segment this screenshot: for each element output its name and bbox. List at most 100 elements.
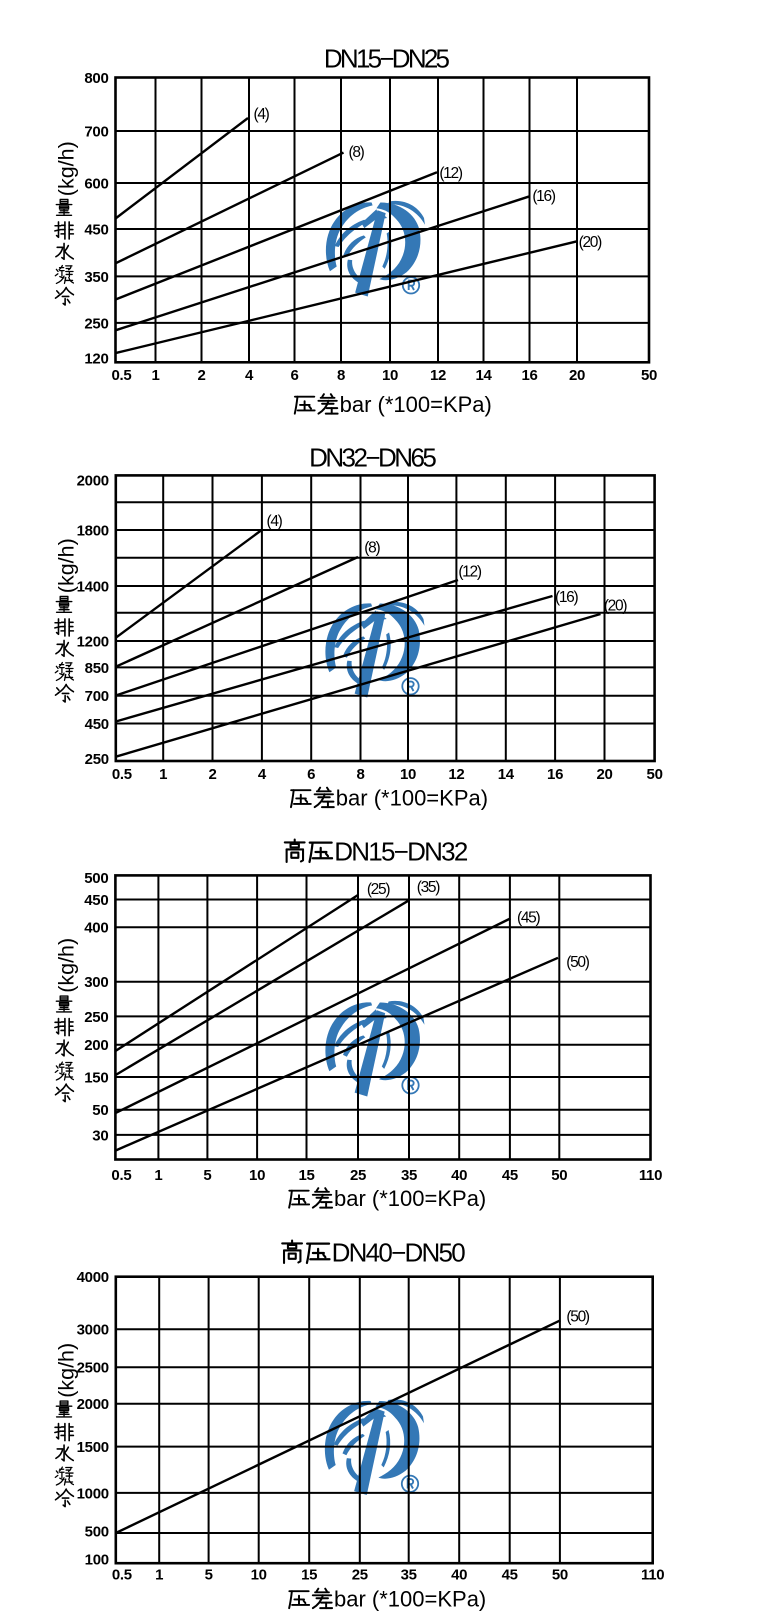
svg-text:1000: 1000: [77, 1485, 109, 1502]
svg-text:200: 200: [84, 1037, 108, 1054]
svg-text:(12): (12): [458, 564, 482, 581]
svg-text:16: 16: [521, 367, 537, 384]
svg-text:(50): (50): [566, 954, 590, 971]
svg-text:0.5: 0.5: [111, 1167, 131, 1184]
svg-text:(kg/h): (kg/h): [54, 141, 78, 196]
svg-text:1400: 1400: [77, 578, 109, 595]
svg-text:50: 50: [92, 1102, 108, 1119]
svg-text:850: 850: [85, 660, 109, 677]
svg-text:800: 800: [84, 70, 108, 87]
svg-text:25: 25: [352, 1567, 368, 1584]
svg-text:110: 110: [641, 1567, 664, 1584]
svg-text:bar (*100=KPa): bar (*100=KPa): [334, 1186, 486, 1211]
svg-text:30: 30: [92, 1127, 108, 1144]
svg-text:3000: 3000: [77, 1322, 109, 1339]
svg-text:600: 600: [84, 175, 108, 192]
svg-text:(kg/h): (kg/h): [54, 938, 78, 993]
svg-text:35: 35: [401, 1567, 417, 1584]
svg-text:50: 50: [552, 1567, 568, 1584]
svg-text:0.5: 0.5: [112, 367, 132, 384]
svg-text:(16): (16): [555, 589, 579, 606]
svg-text:(16): (16): [532, 188, 556, 205]
svg-text:0.5: 0.5: [112, 1567, 132, 1584]
svg-text:10: 10: [382, 367, 398, 384]
svg-text:1: 1: [155, 1567, 163, 1584]
svg-text:100: 100: [85, 1551, 109, 1568]
svg-text:14: 14: [498, 766, 515, 783]
svg-text:15: 15: [298, 1167, 314, 1184]
svg-text:50: 50: [641, 367, 657, 384]
svg-text:40: 40: [451, 1167, 467, 1184]
svg-text:8: 8: [337, 367, 345, 384]
svg-text:(12): (12): [439, 165, 463, 182]
svg-text:35: 35: [401, 1167, 417, 1184]
svg-text:6: 6: [307, 766, 315, 783]
svg-text:500: 500: [85, 1523, 109, 1540]
svg-text:20: 20: [569, 367, 585, 384]
svg-text:450: 450: [84, 892, 108, 909]
svg-text:1: 1: [159, 766, 167, 783]
svg-text:20: 20: [596, 766, 612, 783]
svg-text:(kg/h): (kg/h): [54, 1343, 78, 1398]
svg-text:bar (*100=KPa): bar (*100=KPa): [334, 1586, 486, 1611]
svg-text:350: 350: [84, 269, 108, 286]
svg-text:DN15−DN25: DN15−DN25: [324, 43, 450, 73]
svg-text:bar (*100=KPa): bar (*100=KPa): [336, 785, 488, 810]
svg-text:10: 10: [249, 1167, 265, 1184]
svg-text:DN15−DN32: DN15−DN32: [334, 836, 468, 866]
svg-text:400: 400: [84, 920, 108, 937]
svg-text:450: 450: [85, 716, 109, 733]
svg-text:(25): (25): [367, 881, 391, 898]
svg-text:12: 12: [430, 367, 446, 384]
svg-text:10: 10: [251, 1567, 267, 1584]
svg-text:40: 40: [451, 1567, 467, 1584]
svg-text:700: 700: [84, 123, 108, 140]
svg-text:120: 120: [84, 350, 108, 367]
svg-text:(8): (8): [348, 144, 364, 161]
svg-text:(8): (8): [364, 540, 380, 557]
svg-text:1800: 1800: [77, 522, 109, 539]
svg-text:(20): (20): [604, 597, 628, 614]
svg-text:6: 6: [290, 367, 298, 384]
svg-text:50: 50: [647, 766, 663, 783]
svg-text:45: 45: [502, 1567, 518, 1584]
svg-text:2: 2: [197, 367, 205, 384]
svg-text:150: 150: [84, 1069, 108, 1086]
svg-text:250: 250: [84, 1009, 108, 1026]
svg-text:4: 4: [258, 766, 267, 783]
svg-text:0.5: 0.5: [112, 766, 132, 783]
svg-text:500: 500: [84, 870, 108, 887]
svg-text:1: 1: [151, 367, 159, 384]
svg-text:4000: 4000: [77, 1269, 109, 1286]
svg-text:2000: 2000: [77, 1396, 109, 1413]
svg-text:10: 10: [400, 766, 416, 783]
svg-text:(4): (4): [253, 106, 269, 123]
svg-text:16: 16: [547, 766, 563, 783]
svg-text:(50): (50): [566, 1309, 590, 1326]
svg-text:50: 50: [551, 1167, 567, 1184]
svg-text:250: 250: [85, 751, 109, 768]
svg-text:5: 5: [203, 1167, 211, 1184]
svg-text:15: 15: [301, 1567, 317, 1584]
svg-text:2500: 2500: [77, 1360, 109, 1377]
svg-text:1200: 1200: [77, 633, 109, 650]
svg-text:14: 14: [475, 367, 492, 384]
svg-text:12: 12: [448, 766, 464, 783]
svg-text:1500: 1500: [77, 1439, 109, 1456]
svg-text:45: 45: [502, 1167, 518, 1184]
svg-text:(4): (4): [266, 513, 282, 530]
svg-text:700: 700: [85, 688, 109, 705]
svg-text:110: 110: [639, 1167, 662, 1184]
svg-text:1: 1: [154, 1167, 162, 1184]
svg-text:DN32−DN65: DN32−DN65: [309, 442, 436, 472]
svg-text:4: 4: [245, 367, 254, 384]
svg-text:(20): (20): [579, 234, 603, 251]
svg-text:(35): (35): [417, 879, 441, 896]
svg-text:250: 250: [84, 315, 108, 332]
svg-text:300: 300: [84, 974, 108, 991]
svg-text:25: 25: [350, 1167, 366, 1184]
svg-text:DN40−DN50: DN40−DN50: [332, 1237, 466, 1267]
svg-text:450: 450: [84, 221, 108, 238]
svg-text:(45): (45): [517, 909, 541, 926]
svg-text:2000: 2000: [77, 472, 109, 489]
